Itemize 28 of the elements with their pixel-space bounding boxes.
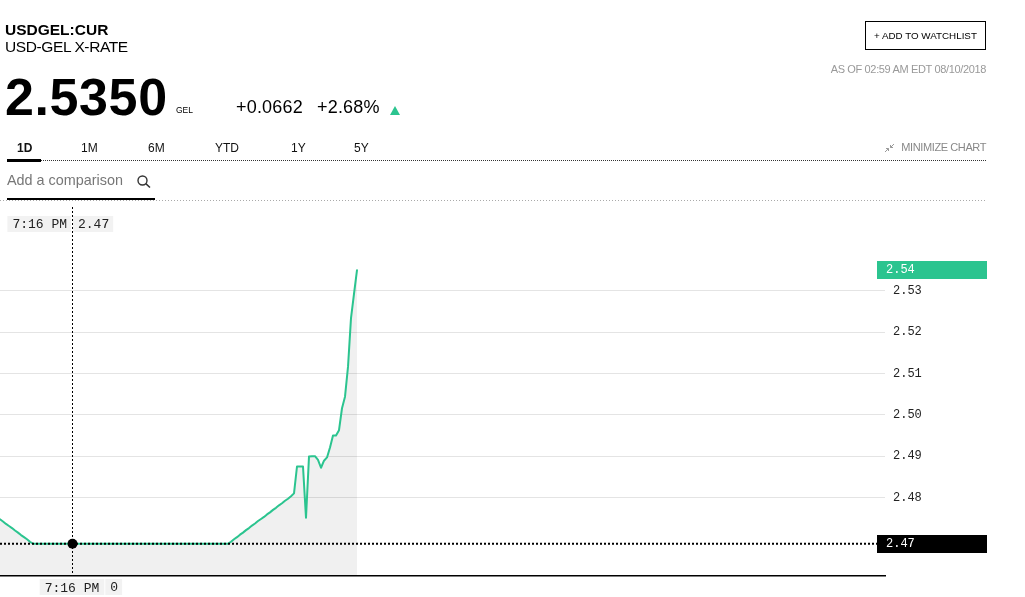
ref-line-label: 2.47 — [886, 535, 915, 553]
text: 2.5350 — [5, 68, 168, 126]
text: 0 — [110, 580, 119, 596]
text: 6M — [148, 140, 165, 155]
y-tick-label: 2.51 — [893, 366, 922, 381]
text: GEL — [176, 105, 194, 115]
text: 5Y — [354, 140, 369, 155]
y-tick-label: 2.53 — [893, 284, 922, 299]
chart-title: USDGEL:CUR — [5, 20, 109, 39]
text: 1Y — [291, 140, 306, 155]
text: +0.0662 — [236, 96, 303, 117]
text: 1D — [17, 140, 33, 155]
price-tag: 2.47 — [877, 534, 987, 553]
y-tick-label: 2.52 — [893, 325, 922, 340]
button[interactable]: + ADD TO WATCHLIST — [865, 21, 986, 50]
chart-subtitle: USD-GEL X-RATE — [5, 38, 128, 56]
text: MINIMIZE CHART — [901, 141, 986, 153]
y-tick-label: 2.49 — [893, 449, 922, 464]
text: AS OF 02:59 AM EDT 08/10/2018 — [830, 63, 986, 75]
price-tag: 2.54 — [877, 261, 987, 280]
text: YTD — [215, 140, 239, 155]
y-tick-label: 2.48 — [893, 490, 922, 505]
search-field[interactable]: Add a comparison — [7, 170, 155, 200]
y-tick-label: 2.50 — [893, 408, 922, 423]
text: 1M — [81, 140, 98, 155]
text: +2.68% — [317, 96, 380, 117]
ref-line-label: 7:16 PM — [12, 217, 67, 233]
annotation: 2.47 — [78, 217, 110, 233]
